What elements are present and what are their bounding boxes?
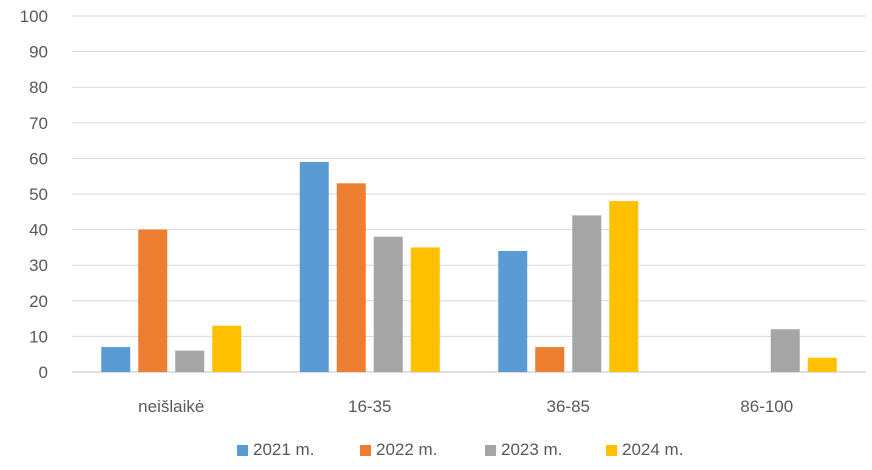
x-axis-category-labels: neišlaikė 16-35 36-85 86-100: [138, 397, 793, 416]
y-tick-label: 0: [39, 363, 48, 382]
legend-swatch: [360, 445, 371, 456]
x-category-label: neišlaikė: [138, 397, 204, 416]
legend-swatch: [606, 445, 617, 456]
bar-2021-m-36-85: [498, 250, 528, 372]
bar-2024-m-36-85: [609, 201, 639, 372]
y-tick-label: 90: [29, 43, 48, 62]
bar-2023-m-nei-laik-: [175, 350, 205, 372]
x-category-label: 16-35: [348, 397, 391, 416]
y-tick-label: 30: [29, 256, 48, 275]
legend: 2021 m. 2022 m. 2023 m. 2024 m.: [237, 440, 683, 459]
y-tick-label: 20: [29, 292, 48, 311]
gridlines: [72, 15, 866, 373]
y-tick-label: 40: [29, 221, 48, 240]
y-tick-label: 50: [29, 185, 48, 204]
bar-2022-m-nei-laik-: [138, 229, 168, 372]
bar-2023-m-16-35: [373, 236, 403, 372]
legend-swatch: [485, 445, 496, 456]
legend-label: 2021 m.: [253, 440, 314, 459]
legend-swatch: [237, 445, 248, 456]
bar-2022-m-36-85: [535, 347, 565, 372]
bar-2021-m-nei-laik-: [101, 347, 131, 372]
bar-2021-m-16-35: [299, 161, 329, 372]
y-tick-label: 80: [29, 78, 48, 97]
y-tick-label: 60: [29, 149, 48, 168]
bar-2024-m-86-100: [807, 357, 837, 372]
y-axis-tick-labels: 0 10 20 30 40 50 60 70 80 90 100: [20, 7, 48, 382]
bar-2024-m-16-35: [410, 247, 440, 372]
x-category-label: 36-85: [547, 397, 590, 416]
y-tick-label: 10: [29, 327, 48, 346]
bar-2023-m-36-85: [572, 215, 602, 372]
legend-label: 2022 m.: [376, 440, 437, 459]
y-tick-label: 100: [20, 7, 48, 26]
bar-2023-m-86-100: [770, 329, 800, 372]
bar-2024-m-nei-laik-: [212, 325, 242, 372]
bar-2022-m-16-35: [336, 183, 366, 372]
legend-label: 2024 m.: [622, 440, 683, 459]
y-tick-label: 70: [29, 114, 48, 133]
x-category-label: 86-100: [740, 397, 793, 416]
legend-label: 2023 m.: [501, 440, 562, 459]
bars: [101, 161, 837, 372]
